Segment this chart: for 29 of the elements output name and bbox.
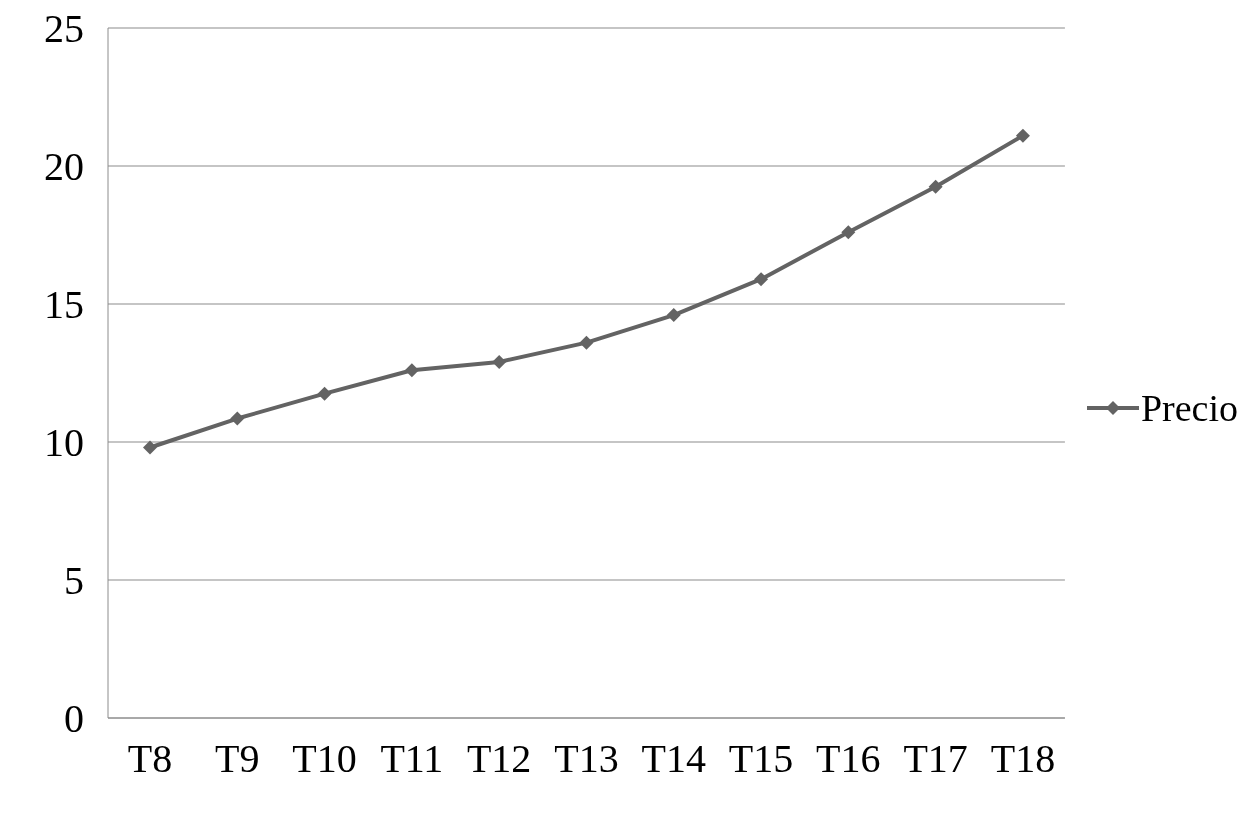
point	[492, 354, 507, 369]
x-tick-label: T17	[903, 736, 968, 782]
x-tick-label: T18	[990, 736, 1056, 782]
y-tick-label: 0	[64, 696, 84, 742]
point	[928, 179, 943, 194]
point	[143, 440, 157, 455]
point	[841, 225, 856, 240]
point	[317, 386, 332, 401]
x-tick-label: T16	[816, 736, 881, 782]
x-tick-label: T12	[466, 736, 532, 782]
x-tick-label: T15	[728, 736, 794, 782]
y-tick-label: 20	[44, 144, 84, 190]
y-tick-label: 10	[44, 420, 84, 466]
point	[579, 335, 594, 350]
y-tick-label: 25	[44, 6, 84, 52]
x-tick-label: T13	[554, 736, 619, 782]
y-tick-label: 15	[44, 282, 84, 328]
point	[666, 308, 681, 323]
point	[404, 363, 419, 378]
point	[230, 411, 245, 426]
point	[1015, 128, 1030, 143]
x-tick-label: T10	[292, 736, 357, 782]
y-tick-label: 5	[64, 558, 84, 604]
point	[754, 272, 769, 287]
x-tick-label: T8	[127, 736, 173, 782]
legend-label: Precio	[1140, 386, 1238, 430]
x-tick-label: T11	[380, 736, 444, 782]
x-tick-label: T14	[641, 736, 706, 782]
x-tick-label: T9	[215, 736, 260, 782]
